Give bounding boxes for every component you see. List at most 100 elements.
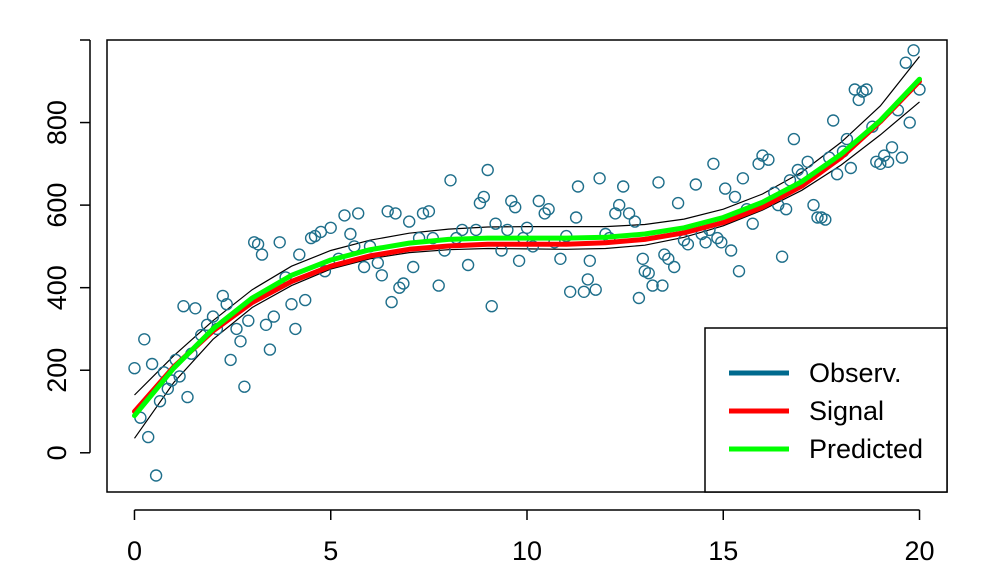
observation-point bbox=[668, 260, 681, 274]
observation-point bbox=[542, 202, 555, 216]
observation-point bbox=[485, 300, 498, 313]
observation-point bbox=[352, 207, 365, 220]
observation-point bbox=[728, 190, 742, 204]
observation-point bbox=[689, 178, 702, 191]
observation-point bbox=[819, 213, 832, 226]
observation-point bbox=[173, 370, 186, 383]
observation-point bbox=[719, 182, 732, 195]
observation-point bbox=[860, 83, 873, 96]
observation-point bbox=[801, 155, 814, 169]
observation-point bbox=[289, 322, 302, 336]
x-tick-label: 10 bbox=[512, 536, 542, 566]
x-tick-label: 15 bbox=[708, 536, 738, 566]
observation-point bbox=[385, 295, 398, 309]
observation-point bbox=[230, 322, 243, 336]
y-tick-label: 200 bbox=[42, 348, 72, 393]
observation-point bbox=[646, 279, 659, 292]
observation-point bbox=[505, 194, 518, 208]
observation-point bbox=[422, 205, 436, 218]
observation-point bbox=[844, 161, 857, 175]
observation-point bbox=[375, 269, 388, 282]
observation-point bbox=[652, 176, 665, 189]
legend-label: Predicted bbox=[809, 434, 923, 464]
observation-point bbox=[711, 231, 724, 245]
observation-point bbox=[512, 254, 526, 267]
observation-point bbox=[564, 285, 577, 298]
y-tick-label: 0 bbox=[42, 445, 72, 460]
observation-point bbox=[762, 153, 775, 166]
observation-point bbox=[138, 333, 151, 346]
observation-point bbox=[469, 223, 483, 237]
observation-point bbox=[874, 157, 887, 171]
observation-point bbox=[293, 248, 306, 261]
observation-point bbox=[273, 236, 286, 249]
legend-label: Observ. bbox=[809, 358, 902, 388]
observation-point bbox=[145, 357, 159, 371]
observation-point bbox=[477, 190, 490, 204]
confidence-band-layer bbox=[134, 56, 920, 439]
observation-point bbox=[787, 132, 801, 146]
observation-point bbox=[357, 260, 371, 274]
observation-point bbox=[899, 56, 912, 69]
observation-point bbox=[617, 180, 630, 193]
observation-point bbox=[681, 238, 695, 251]
observation-point bbox=[628, 215, 642, 228]
observation-point bbox=[895, 151, 909, 164]
observation-point bbox=[907, 44, 920, 57]
observation-point bbox=[852, 93, 865, 107]
observation-point bbox=[613, 198, 626, 212]
observation-point bbox=[775, 250, 789, 263]
y-tick-label: 800 bbox=[42, 100, 72, 145]
observation-point bbox=[299, 293, 312, 307]
observation-point bbox=[593, 172, 606, 185]
observation-point bbox=[259, 318, 273, 331]
legend: Observ. Signal Predicted bbox=[704, 327, 948, 493]
observation-point bbox=[285, 298, 298, 311]
x-tick-label: 5 bbox=[323, 536, 338, 566]
observation-point bbox=[324, 221, 337, 235]
observation-point bbox=[636, 252, 649, 265]
observation-point bbox=[141, 430, 155, 444]
observation-point bbox=[501, 223, 514, 237]
fitted-lines-layer bbox=[132, 76, 922, 419]
observation-point bbox=[344, 227, 357, 241]
observation-point bbox=[840, 132, 854, 146]
observation-point bbox=[389, 207, 402, 220]
observation-point bbox=[848, 83, 861, 96]
band-upper-line bbox=[134, 56, 920, 396]
observation-point bbox=[827, 114, 840, 127]
observation-point bbox=[724, 244, 738, 257]
observation-point bbox=[807, 198, 820, 212]
y-tick-label: 400 bbox=[42, 265, 72, 310]
observation-point bbox=[251, 238, 265, 251]
observation-point bbox=[456, 223, 469, 237]
observation-point bbox=[220, 298, 233, 311]
observation-point bbox=[242, 314, 255, 327]
observation-point bbox=[707, 157, 720, 171]
observation-point bbox=[885, 141, 899, 154]
observation-point bbox=[189, 302, 202, 315]
observation-point bbox=[489, 217, 502, 230]
observation-point bbox=[732, 265, 746, 278]
observation-point bbox=[583, 254, 596, 267]
observation-point bbox=[381, 205, 394, 218]
observation-point bbox=[397, 277, 410, 290]
y-axis: 0 200 400 600 800 bbox=[42, 39, 91, 460]
y-tick-label: 600 bbox=[42, 183, 72, 228]
observation-point bbox=[461, 258, 475, 272]
observation-point bbox=[699, 236, 712, 249]
observation-point bbox=[520, 221, 534, 235]
observation-point bbox=[662, 252, 675, 265]
observation-point bbox=[811, 211, 824, 224]
observation-point bbox=[416, 207, 430, 220]
observation-point bbox=[481, 163, 494, 177]
observation-point bbox=[371, 256, 384, 270]
observation-point bbox=[128, 362, 141, 375]
observation-point bbox=[177, 300, 190, 313]
observation-point bbox=[407, 260, 420, 274]
observation-point bbox=[656, 279, 669, 292]
observation-point bbox=[791, 163, 804, 177]
observation-point bbox=[338, 209, 351, 222]
observation-point bbox=[267, 310, 280, 323]
observation-point bbox=[153, 395, 167, 408]
